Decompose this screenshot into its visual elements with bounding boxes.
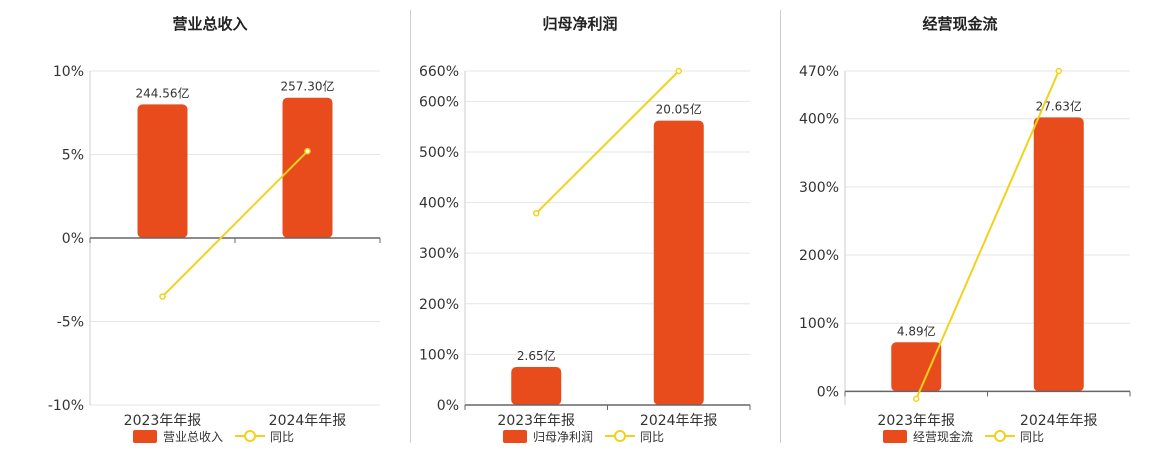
chart-title: 归母净利润	[542, 15, 617, 33]
bar-2	[282, 97, 333, 238]
bar-value-label: 2.65亿	[517, 348, 556, 363]
x-category-label: 2023年年报	[497, 413, 575, 429]
yoy-point-2	[304, 147, 311, 155]
bar-1	[891, 342, 942, 392]
yoy-line	[915, 70, 1060, 400]
y-tick-label: 500%	[419, 145, 459, 161]
bar-1	[511, 367, 562, 405]
yoy-point-1	[913, 395, 920, 403]
legend-bar-label: 归母净利润	[533, 429, 594, 444]
x-category-label: 2023年年报	[877, 413, 955, 429]
chart-title: 经营现金流	[922, 15, 997, 33]
y-tick-label: 200%	[419, 297, 459, 313]
legend-bar-swatch	[133, 429, 157, 443]
legend-line-swatch	[235, 429, 266, 443]
y-tick-label: 400%	[799, 112, 839, 128]
y-tick-label: 0%	[817, 384, 839, 400]
y-tick-label: 100%	[799, 316, 839, 332]
bar-value-label: 20.05亿	[656, 102, 702, 117]
y-tick-label: 0%	[62, 231, 84, 247]
panel-divider	[410, 10, 411, 443]
yoy-line	[161, 150, 309, 298]
y-tick-label: -5%	[57, 315, 84, 331]
x-category-label: 2024年年报	[640, 413, 718, 429]
legend-bar-swatch	[883, 429, 907, 443]
y-tick-label: 300%	[419, 246, 459, 262]
x-category-label: 2024年年报	[1020, 413, 1098, 429]
legend-revenue: 营业总收入 同比	[133, 428, 294, 444]
y-tick-label: 660%	[419, 64, 459, 80]
bar-value-label: 4.89亿	[897, 323, 936, 338]
x-category-label: 2023年年报	[124, 413, 202, 429]
legend-line-label: 同比	[640, 429, 665, 444]
legend-bar-swatch	[503, 429, 527, 443]
bar-value-label: 257.30亿	[281, 79, 335, 94]
legend-line-swatch	[605, 429, 636, 443]
legend-bar-label: 营业总收入	[163, 429, 224, 444]
legend-bar-label: 经营现金流	[913, 429, 974, 444]
x-category-label: 2024年年报	[269, 413, 347, 429]
y-tick-label: 400%	[419, 196, 459, 212]
bar-value-label: 244.56亿	[136, 85, 190, 100]
legend-line-label: 同比	[270, 429, 295, 444]
bar-2	[1033, 117, 1084, 392]
y-tick-label: 100%	[419, 347, 459, 363]
yoy-line	[535, 70, 680, 214]
yoy-point-1	[159, 293, 166, 300]
bar-2	[653, 120, 704, 406]
yoy-point-1	[533, 209, 540, 217]
legend-line-swatch	[985, 429, 1016, 443]
y-tick-label: 5%	[62, 148, 84, 164]
y-tick-label: -10%	[48, 398, 84, 414]
y-tick-label: 300%	[799, 180, 839, 196]
yoy-point-2	[1055, 67, 1062, 75]
yoy-point-2	[675, 67, 682, 75]
y-tick-label: 600%	[419, 94, 459, 110]
bar-1	[137, 104, 188, 239]
bar-value-label: 27.63亿	[1036, 98, 1082, 113]
panel-divider	[780, 10, 781, 443]
legend-cash-flow: 经营现金流 同比	[883, 428, 1044, 444]
y-tick-label: 470%	[799, 64, 839, 80]
y-tick-label: 200%	[799, 248, 839, 264]
y-tick-label: 10%	[53, 64, 84, 80]
legend-line-label: 同比	[1020, 429, 1045, 444]
chart-title: 营业总收入	[172, 15, 247, 33]
y-tick-label: 0%	[437, 398, 459, 414]
legend-net-profit: 归母净利润 同比	[503, 428, 664, 444]
